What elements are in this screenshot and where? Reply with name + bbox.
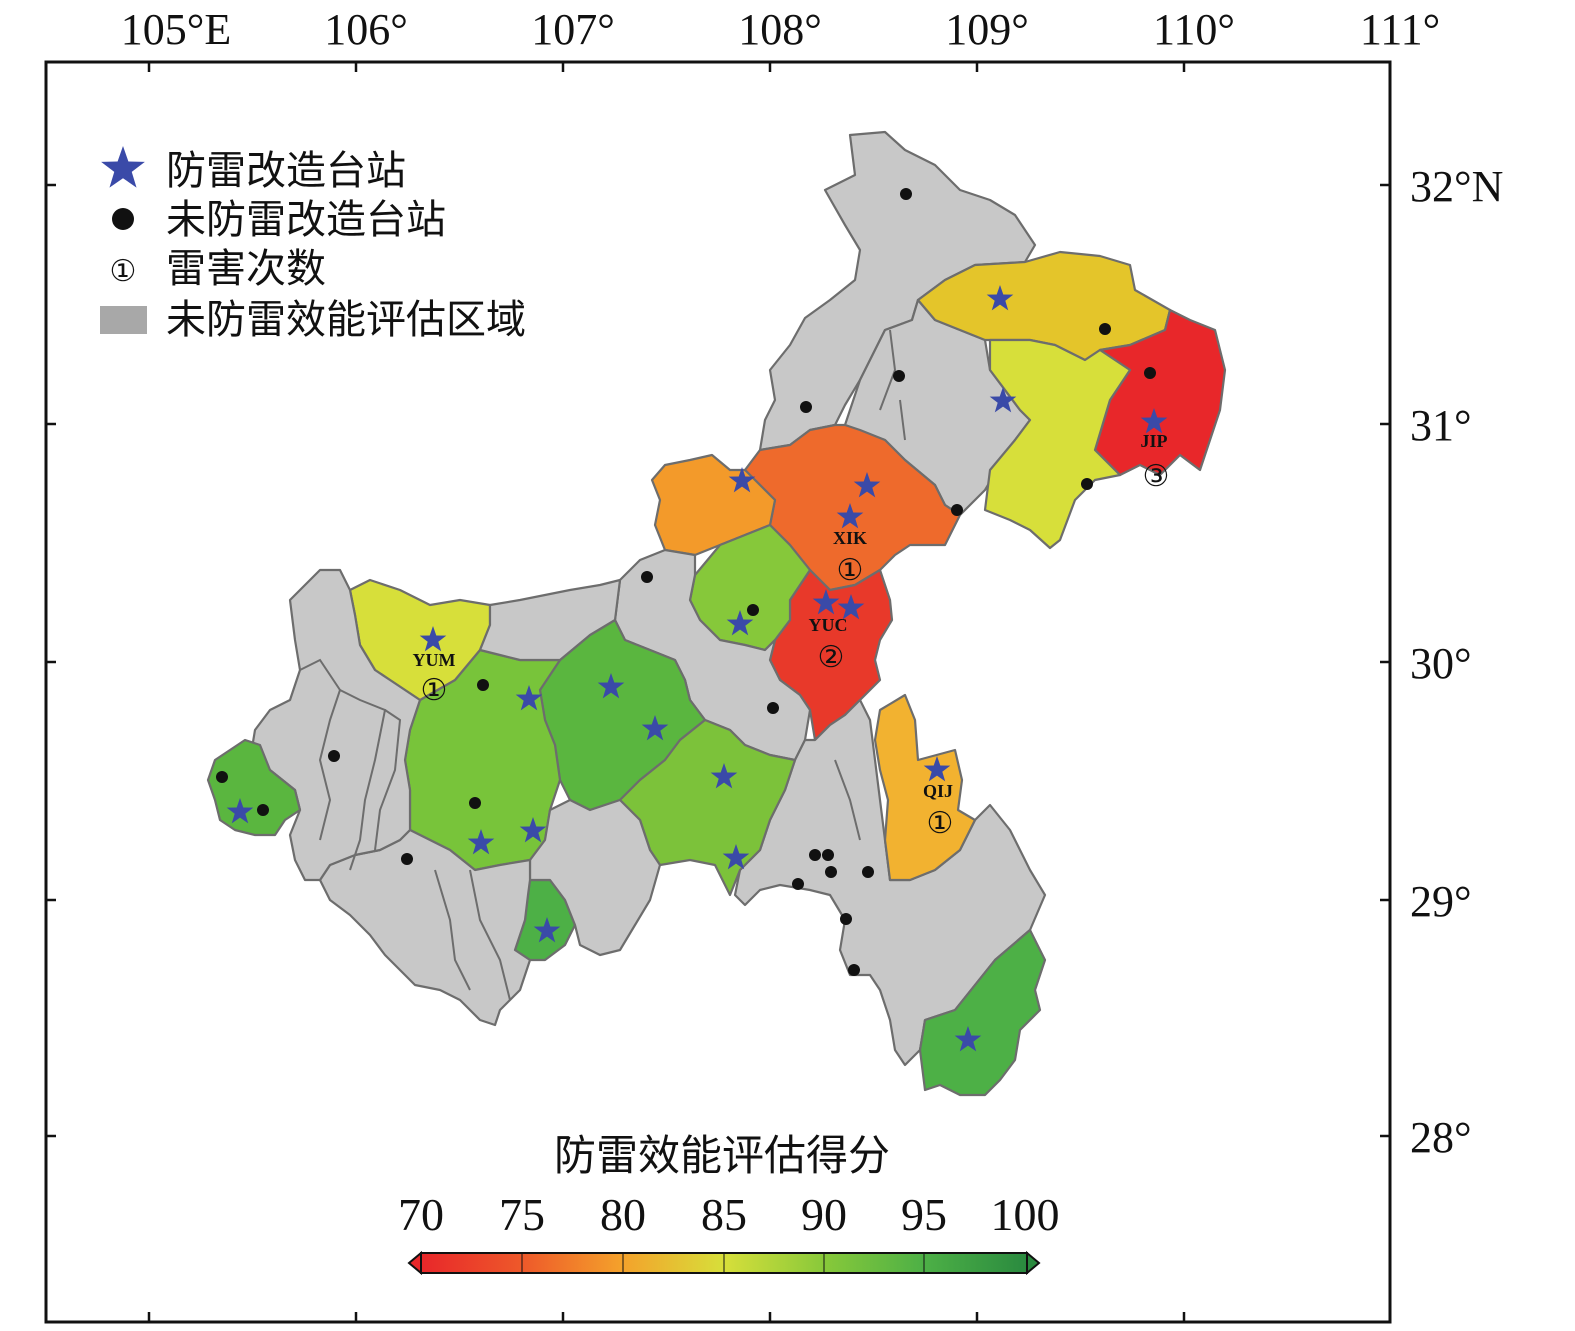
strike-count-xik: ① [837,553,864,588]
colorbar-under-arrow [407,1250,422,1276]
region-northeast-grey [758,130,1037,452]
strike-count-jip: ③ [1143,459,1170,494]
lat-label-32: 32°N [1410,162,1503,211]
annotation-yum: YUM ① [413,650,456,708]
colorbar-tick-75: 75 [499,1189,545,1240]
annotation-jip: JIP ③ [1141,431,1170,494]
non-retrofit-station-dot [1081,478,1093,490]
legend-dot-icon [112,208,134,230]
annotation-yuc: YUC ② [809,615,848,675]
colorbar-dividers [521,1253,925,1273]
colorbar-tick-95: 95 [901,1189,947,1240]
legend-strike-symbol: ① [110,254,137,289]
non-retrofit-station-dot [216,771,228,783]
non-retrofit-station-dot [401,853,413,865]
station-code-xik: XIK [833,528,867,548]
station-code-qij: QIJ [923,781,953,801]
annotation-qij: QIJ ① [923,781,953,841]
lon-label-106: 106° [324,5,408,54]
colorbar-tick-100: 100 [991,1189,1060,1240]
non-retrofit-station-dot [825,866,837,878]
annotation-xik: XIK ① [833,528,867,588]
region-far-west-green [206,738,302,837]
regions [206,130,1227,1097]
non-retrofit-station-dot [1144,367,1156,379]
non-retrofit-station-dot [767,702,779,714]
non-retrofit-station-dot [792,878,804,890]
non-retrofit-station-dot [862,866,874,878]
colorbar-title: 防雷效能评估得分 [554,1131,890,1180]
lon-label-105: 105°E [121,5,231,54]
colorbar-over-arrow [1026,1250,1041,1276]
non-retrofit-station-dot [257,804,269,816]
colorbar-tick-85: 85 [701,1189,747,1240]
region-southeast-amber [873,693,977,882]
lon-label-108: 108° [738,5,822,54]
legend-unassessed-label: 未防雷效能评估区域 [166,297,526,343]
strike-count-yum: ① [421,673,448,708]
region-north-center-grey [478,578,622,662]
lat-label-28: 28° [1410,1113,1472,1162]
legend-strike-label: 雷害次数 [166,246,326,292]
station-code-yum: YUM [413,650,456,670]
top-ticks [46,62,1390,1322]
colorbar: 防雷效能评估得分 70 75 80 85 90 95 100 [398,1131,1060,1276]
legend: 防雷改造台站 未防雷改造台站 ① 雷害次数 未防雷效能评估区域 [100,146,526,343]
non-retrofit-stations [216,188,1156,976]
lon-label-111: 111° [1360,5,1440,54]
legend-non-retrofit-label: 未防雷改造台站 [166,197,446,243]
non-retrofit-station-dot [848,964,860,976]
non-retrofit-station-dot [477,679,489,691]
colorbar-tick-80: 80 [600,1189,646,1240]
legend-star-icon [101,146,145,188]
non-retrofit-station-dot [840,913,852,925]
lat-label-29: 29° [1410,877,1472,926]
region-south-green [918,928,1047,1097]
non-retrofit-station-dot [469,797,481,809]
lon-label-107: 107° [531,5,615,54]
lon-label-110: 110° [1153,5,1235,54]
lon-label-109: 109° [945,5,1029,54]
map-frame [44,60,1392,1324]
non-retrofit-station-dot [822,849,834,861]
non-retrofit-station-dot [809,849,821,861]
colorbar-tick-70: 70 [398,1189,444,1240]
region-east-yellowgreen [983,338,1132,550]
district-lines [299,329,906,1001]
non-retrofit-station-dot [641,571,653,583]
region-northeast-red [1093,308,1227,477]
non-retrofit-station-dot [900,188,912,200]
station-code-jip: JIP [1141,431,1168,451]
legend-grey-swatch [100,306,147,334]
station-code-yuc: YUC [809,615,848,635]
region-lower-center-green [618,718,797,897]
strike-count-qij: ① [927,806,954,841]
non-retrofit-station-dot [893,370,905,382]
non-retrofit-station-dot [951,504,963,516]
lat-label-30: 30° [1410,639,1472,688]
non-retrofit-station-dot [747,604,759,616]
non-retrofit-station-dot [800,401,812,413]
non-retrofit-station-dot [328,750,340,762]
non-retrofit-station-dot [1099,323,1111,335]
legend-retrofit-label: 防雷改造台站 [166,148,406,194]
colorbar-tick-90: 90 [801,1189,847,1240]
strike-count-yuc: ② [818,640,845,675]
region-west-grey [248,568,422,882]
lat-label-31: 31° [1410,401,1472,450]
